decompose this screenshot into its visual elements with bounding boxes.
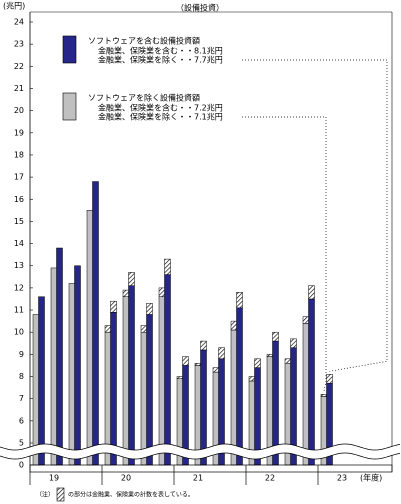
bar-hatch <box>308 285 315 300</box>
bar <box>236 307 243 466</box>
bar-hatch <box>326 374 333 384</box>
bar-hatch <box>176 376 184 379</box>
bar-hatch <box>212 367 220 373</box>
y-tick-label: 6 <box>19 416 24 425</box>
legend-label: ソフトウェアを除く設備投資額 <box>88 93 200 103</box>
x-tick-label: 19 <box>49 474 59 483</box>
bar-hatch <box>290 338 297 348</box>
legend-swatch <box>62 92 77 121</box>
legend-detail: 金融業、保険業を除く・・7.1兆円 <box>98 112 223 122</box>
legend-label: ソフトウェアを含む設備投資額 <box>88 36 200 46</box>
bar <box>86 210 94 466</box>
bar-hatch <box>122 289 130 298</box>
y-tick-label: 14 <box>14 239 24 248</box>
bar-hatch <box>146 303 153 315</box>
bar <box>32 314 40 466</box>
y-tick-label: 21 <box>14 84 24 93</box>
y-tick-label: 7 <box>19 394 24 403</box>
x-tick-label: 22 <box>265 474 275 483</box>
y-unit: (兆円) <box>3 1 25 11</box>
y-tick-label: 24 <box>14 18 24 27</box>
bar-hatch <box>284 358 292 364</box>
bar-hatch <box>104 325 112 333</box>
bar-hatch <box>302 316 310 324</box>
y-tick-label: 18 <box>14 150 24 159</box>
x-label: (年度) <box>360 473 382 483</box>
bar <box>38 296 45 466</box>
y-tick-label: 15 <box>14 217 24 226</box>
bar <box>146 314 153 466</box>
note-swatch <box>56 487 65 502</box>
bar-hatch <box>248 376 256 382</box>
bar <box>140 331 148 466</box>
bar <box>302 323 310 466</box>
note: の部分は金融業、保険業の計数を表している。 <box>68 491 194 499</box>
bar-hatch <box>320 394 328 397</box>
leader-line <box>242 116 327 392</box>
legend-swatch <box>62 35 77 64</box>
y-tick-label: 17 <box>14 173 24 182</box>
bar <box>56 247 63 466</box>
bar-hatch <box>272 331 279 342</box>
bar-hatch <box>218 347 225 360</box>
bar <box>128 285 135 466</box>
bar <box>74 265 81 466</box>
y-tick-label: 20 <box>14 106 24 115</box>
bar <box>50 267 58 466</box>
bar <box>200 349 207 466</box>
bar-hatch <box>110 300 117 313</box>
y-tick-label: 0 <box>19 461 24 470</box>
bar-hatch <box>158 287 166 298</box>
break-line <box>0 452 401 460</box>
y-tick-label: 10 <box>14 328 24 337</box>
note-prefix: （注） <box>36 491 54 499</box>
y-tick-label: 11 <box>14 306 24 315</box>
y-tick-label: 8 <box>19 372 24 381</box>
bar-hatch <box>182 356 189 366</box>
break-line <box>0 443 401 451</box>
legend-detail: 金融業、保険業を含む・・8.1兆円 <box>98 46 223 56</box>
leader-line <box>242 59 388 372</box>
x-tick-label: 21 <box>193 474 203 483</box>
bar <box>158 296 166 466</box>
bar <box>308 298 315 466</box>
y-tick-label: 12 <box>14 283 24 292</box>
bar-hatch <box>266 354 274 357</box>
chart-title: （設備投資） <box>176 3 224 13</box>
y-tick-label: 23 <box>14 40 24 49</box>
bar <box>122 296 130 466</box>
bar-hatch <box>200 340 207 351</box>
legend-detail: 金融業、保険業を除く・・7.7兆円 <box>98 55 223 65</box>
x-tick-label: 20 <box>121 474 131 483</box>
axis-break <box>0 444 401 459</box>
bar <box>110 312 117 466</box>
bar-hatch <box>230 320 238 331</box>
y-tick-label: 9 <box>19 350 24 359</box>
bar-hatch <box>140 325 148 333</box>
y-tick-label: 5 <box>19 439 24 448</box>
bar-hatch <box>164 258 171 275</box>
y-tick-label: 16 <box>14 195 24 204</box>
y-tick-label: 22 <box>14 62 24 71</box>
bar-hatch <box>128 272 135 286</box>
bar-hatch <box>236 292 243 309</box>
x-axis-band <box>29 464 393 473</box>
bar <box>92 181 99 466</box>
bar <box>164 274 171 466</box>
bar <box>68 283 76 466</box>
x-tick-label: 23 <box>337 474 347 483</box>
bar-hatch <box>194 362 202 366</box>
y-tick-label: 13 <box>14 261 24 270</box>
y-tick-label: 19 <box>14 128 24 137</box>
bar-hatch <box>254 358 261 368</box>
legend-detail: 金融業、保険業を含む・・7.2兆円 <box>98 103 223 113</box>
